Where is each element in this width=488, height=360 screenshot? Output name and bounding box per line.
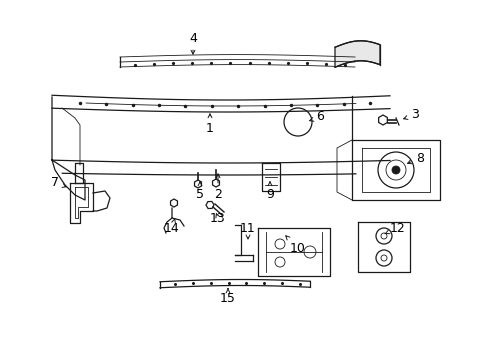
Text: 2: 2	[214, 174, 222, 202]
Text: 11: 11	[240, 221, 255, 239]
Text: 7: 7	[51, 176, 66, 189]
Text: 3: 3	[403, 108, 418, 122]
Text: 4: 4	[189, 31, 197, 54]
Text: 14: 14	[164, 219, 180, 234]
Text: 13: 13	[210, 211, 225, 225]
Text: 12: 12	[384, 221, 405, 234]
Text: 5: 5	[196, 182, 203, 202]
Text: 10: 10	[285, 236, 305, 255]
Text: 1: 1	[205, 114, 214, 135]
Circle shape	[391, 166, 399, 174]
Text: 15: 15	[220, 289, 235, 305]
Text: 8: 8	[407, 152, 423, 165]
Text: 6: 6	[309, 111, 323, 123]
Polygon shape	[334, 41, 379, 67]
Text: 9: 9	[265, 182, 273, 202]
